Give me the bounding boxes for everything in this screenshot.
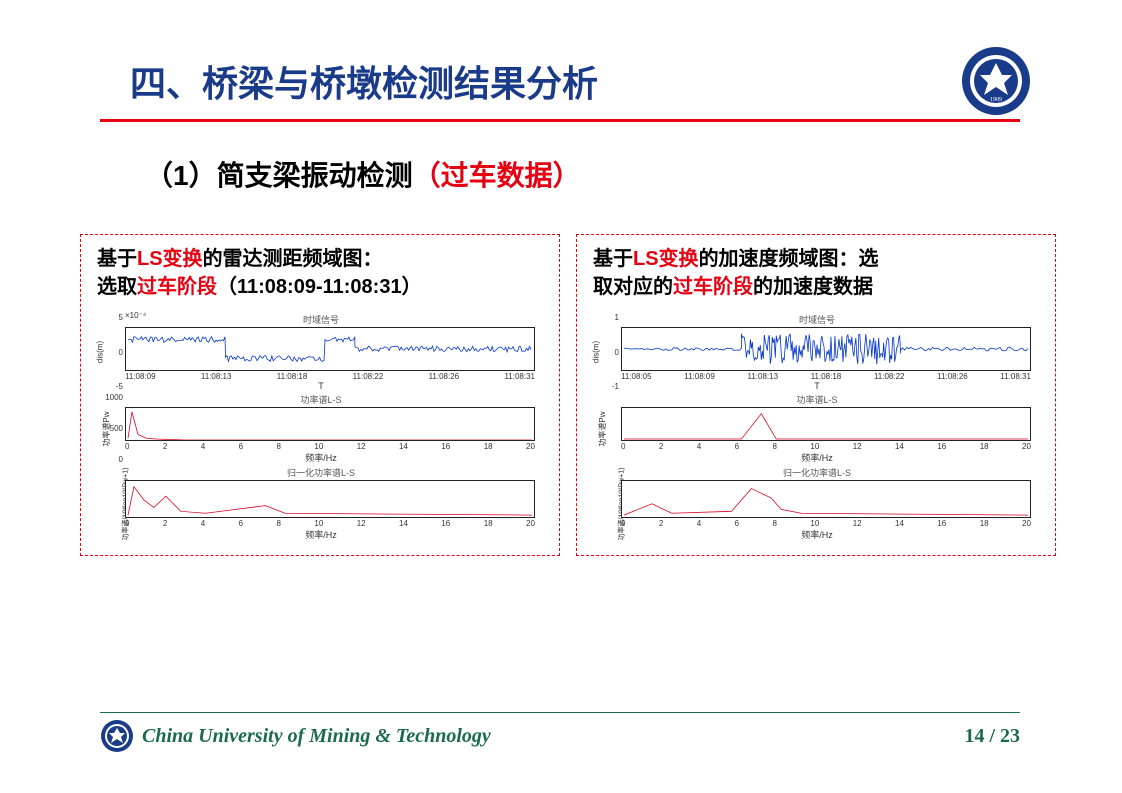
xlabel: 频率/Hz xyxy=(587,451,1047,464)
page-title: 四、桥梁与桥墩检测结果分析 xyxy=(130,55,1052,107)
xticks: 11:08:0511:08:0911:08:1311:08:1811:08:22… xyxy=(621,372,1031,381)
chart-right-3: 归一化功率谱L-S 功率谱/10*log10(Pw+1) 02468101214… xyxy=(587,466,1047,541)
xlabel: T xyxy=(91,381,551,391)
xlabel: 频率/Hz xyxy=(91,528,551,541)
yticks xyxy=(601,393,619,464)
yticks: 50-5 xyxy=(105,313,123,391)
chart-title: 功率谱L-S xyxy=(91,393,551,406)
right-panel-title: 基于LS变换的加速度频域图：选取对应的过车阶段的加速度数据 xyxy=(587,245,1045,301)
footer-logo-icon xyxy=(100,719,134,753)
footer-org: China University of Mining & Technology xyxy=(142,725,491,748)
plot-area xyxy=(125,480,535,518)
chart-title: 时域信号 xyxy=(587,313,1047,326)
chart-left-1: 时域信号 dis(m) ×10⁻⁴ 50-5 11:08:0911:08:131… xyxy=(91,313,551,391)
subtitle-prefix: （1）简支梁振动检测 xyxy=(145,160,413,191)
left-charts: 时域信号 dis(m) ×10⁻⁴ 50-5 11:08:0911:08:131… xyxy=(91,313,549,541)
xlabel: 频率/Hz xyxy=(587,528,1047,541)
slide: 四、桥梁与桥墩检测结果分析 1909 （1）简支梁振动检测（过车数据） 基于LS… xyxy=(0,0,1122,793)
footer: China University of Mining & Technology … xyxy=(100,712,1052,754)
xticks: 11:08:0911:08:1311:08:1811:08:2211:08:26… xyxy=(125,372,535,381)
plot-area xyxy=(125,407,535,441)
xticks: 02468101214161820 xyxy=(621,519,1031,528)
chart-title: 功率谱L-S xyxy=(587,393,1047,406)
ylabel: dis(m) xyxy=(592,341,601,363)
plot-area xyxy=(621,407,1031,441)
yticks xyxy=(105,466,123,541)
right-panel: 基于LS变换的加速度频域图：选取对应的过车阶段的加速度数据 时域信号 dis(m… xyxy=(576,234,1056,556)
chart-left-2: 功率谱L-S 功率谱Pw 10005000 02468101214161820 … xyxy=(91,393,551,464)
subtitle-suffix: （过车数据） xyxy=(413,160,581,191)
page-total: 23 xyxy=(1000,725,1020,747)
chart-left-3: 归一化功率谱L-S 功率谱/10*log10(Pw+1) 02468101214… xyxy=(91,466,551,541)
chart-title: 时域信号 xyxy=(91,313,551,326)
footer-left: China University of Mining & Technology xyxy=(100,719,491,753)
panels-row: 基于LS变换的雷达测距频域图：选取过车阶段（11:08:09-11:08:31）… xyxy=(80,234,1052,556)
yticks xyxy=(601,466,619,541)
plot-area xyxy=(621,480,1031,518)
header: 四、桥梁与桥墩检测结果分析 1909 xyxy=(100,55,1052,122)
footer-row: China University of Mining & Technology … xyxy=(100,719,1020,753)
plot-area xyxy=(125,327,535,371)
university-logo-icon: 1909 xyxy=(960,45,1032,117)
chart-title: 归一化功率谱L-S xyxy=(587,466,1047,479)
title-underline xyxy=(100,119,1020,122)
page-number: 14 / 23 xyxy=(964,725,1020,748)
y-exponent: ×10⁻⁴ xyxy=(125,311,146,320)
plot-area xyxy=(621,327,1031,371)
ylabel: dis(m) xyxy=(96,341,105,363)
subtitle: （1）简支梁振动检测（过车数据） xyxy=(145,154,1052,194)
xlabel: T xyxy=(587,381,1047,391)
right-charts: 时域信号 dis(m) 10-1 11:08:0511:08:0911:08:1… xyxy=(587,313,1045,541)
xlabel: 频率/Hz xyxy=(91,451,551,464)
left-panel: 基于LS变换的雷达测距频域图：选取过车阶段（11:08:09-11:08:31）… xyxy=(80,234,560,556)
xticks: 02468101214161820 xyxy=(125,519,535,528)
xticks: 02468101214161820 xyxy=(621,442,1031,451)
left-panel-title: 基于LS变换的雷达测距频域图：选取过车阶段（11:08:09-11:08:31） xyxy=(91,245,549,301)
yticks: 10-1 xyxy=(601,313,619,391)
chart-title: 归一化功率谱L-S xyxy=(91,466,551,479)
footer-line xyxy=(100,712,1020,714)
chart-right-2: 功率谱L-S 功率谱Pw 02468101214161820 频率/Hz xyxy=(587,393,1047,464)
yticks: 10005000 xyxy=(105,393,123,464)
xticks: 02468101214161820 xyxy=(125,442,535,451)
svg-text:1909: 1909 xyxy=(990,97,1002,103)
chart-right-1: 时域信号 dis(m) 10-1 11:08:0511:08:0911:08:1… xyxy=(587,313,1047,391)
page-current: 14 xyxy=(964,725,984,747)
